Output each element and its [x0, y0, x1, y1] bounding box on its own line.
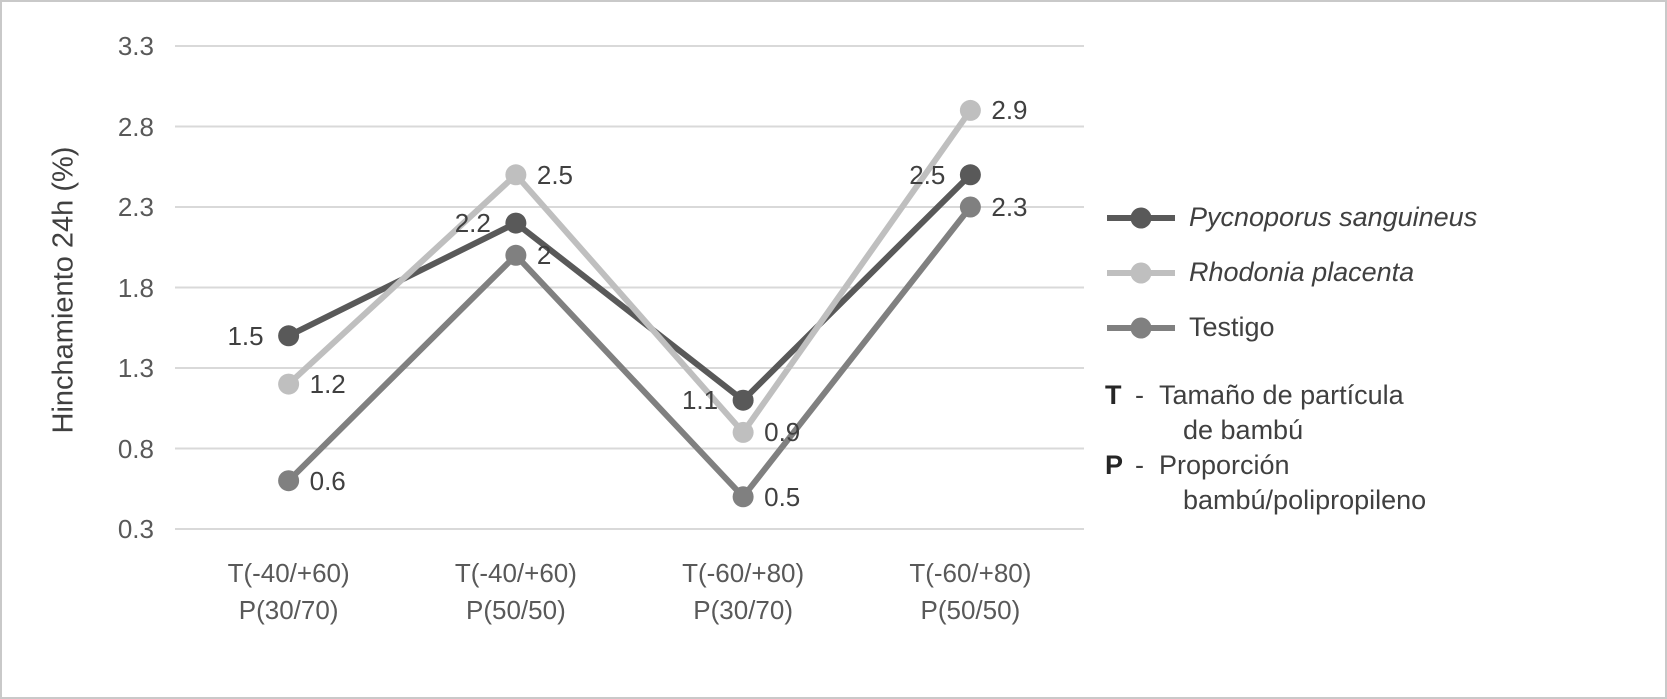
data-point [505, 212, 527, 234]
x-axis-label: T(-60/+80) P(30/70) [682, 558, 805, 625]
data-label: 0.9 [764, 417, 801, 448]
data-point [959, 99, 981, 121]
data-point [732, 486, 754, 508]
data-label: 2.3 [991, 192, 1028, 222]
data-label: 0.5 [764, 481, 801, 512]
x-axis-label: T(-60/+80) P(50/50) [909, 558, 1032, 625]
data-point [278, 325, 300, 347]
y-axis-tick: 0.3 [117, 514, 154, 544]
data-label: 2.2 [454, 208, 491, 239]
data-point [505, 244, 527, 266]
annotation-text-continued: de bambú [1183, 415, 1304, 445]
y-axis-tick: 1.8 [117, 272, 154, 303]
legend-item-rhodonia-placenta: Rhodonia placenta [1105, 245, 1477, 300]
legend-line-marker-icon [1107, 262, 1175, 283]
x-axis-label: T(-40/+60) P(30/70) [227, 558, 350, 625]
data-label: 2 [536, 240, 552, 271]
legend-item-pycnoporus-sanguineus: Pycnoporus sanguineus [1105, 190, 1477, 245]
y-axis-tick: 2.3 [117, 192, 154, 222]
annotation-text-continued: bambú/polipropileno [1183, 485, 1427, 515]
legend-annotations: T - Tamaño de partícula de bambú P - Pro… [1105, 378, 1426, 518]
data-point [732, 389, 754, 411]
annotation-separator: - [1135, 450, 1144, 480]
legend-line-marker-icon [1107, 317, 1175, 338]
data-point [278, 470, 300, 492]
series-line-1 [286, 108, 973, 436]
data-point [959, 196, 981, 218]
legend-label: Rhodonia placenta [1189, 257, 1415, 287]
annotation-key: P [1105, 450, 1124, 480]
series-line-2 [286, 205, 973, 500]
y-axis-tick: 1.3 [117, 353, 154, 383]
data-label: 2.5 [909, 159, 946, 190]
data-point [959, 164, 981, 186]
annotation-text: Tamaño de partícula [1159, 380, 1404, 410]
data-label: 2.5 [536, 159, 574, 190]
data-label: 1.2 [309, 369, 346, 400]
annotation-p: P - Proporción bambú/polipropileno [1105, 448, 1426, 518]
y-axis-tick: 3.3 [117, 31, 154, 61]
legend-label: Testigo [1189, 312, 1275, 342]
data-label: 2.9 [991, 95, 1028, 126]
data-label: 1.1 [681, 385, 719, 416]
legend-label: Pycnoporus sanguineus [1189, 202, 1478, 232]
y-axis-tick: 2.8 [117, 111, 154, 142]
data-point [505, 164, 527, 186]
annotation-separator: - [1135, 380, 1144, 410]
annotation-key: T [1105, 380, 1122, 410]
annotation-text: Proporción [1159, 450, 1290, 480]
data-label: 0.6 [309, 465, 346, 496]
data-point [278, 373, 300, 395]
x-axis-label: T(-40/+60) P(50/50) [454, 558, 577, 625]
legend: Pycnoporus sanguineus Rhodonia placenta … [1105, 190, 1477, 355]
annotation-t: T - Tamaño de partícula de bambú [1105, 378, 1426, 448]
legend-line-marker-icon [1107, 207, 1175, 228]
legend-item-testigo: Testigo [1105, 300, 1477, 355]
data-label: 1.5 [227, 320, 264, 351]
data-point [732, 421, 754, 443]
y-axis-tick: 0.8 [117, 433, 154, 464]
